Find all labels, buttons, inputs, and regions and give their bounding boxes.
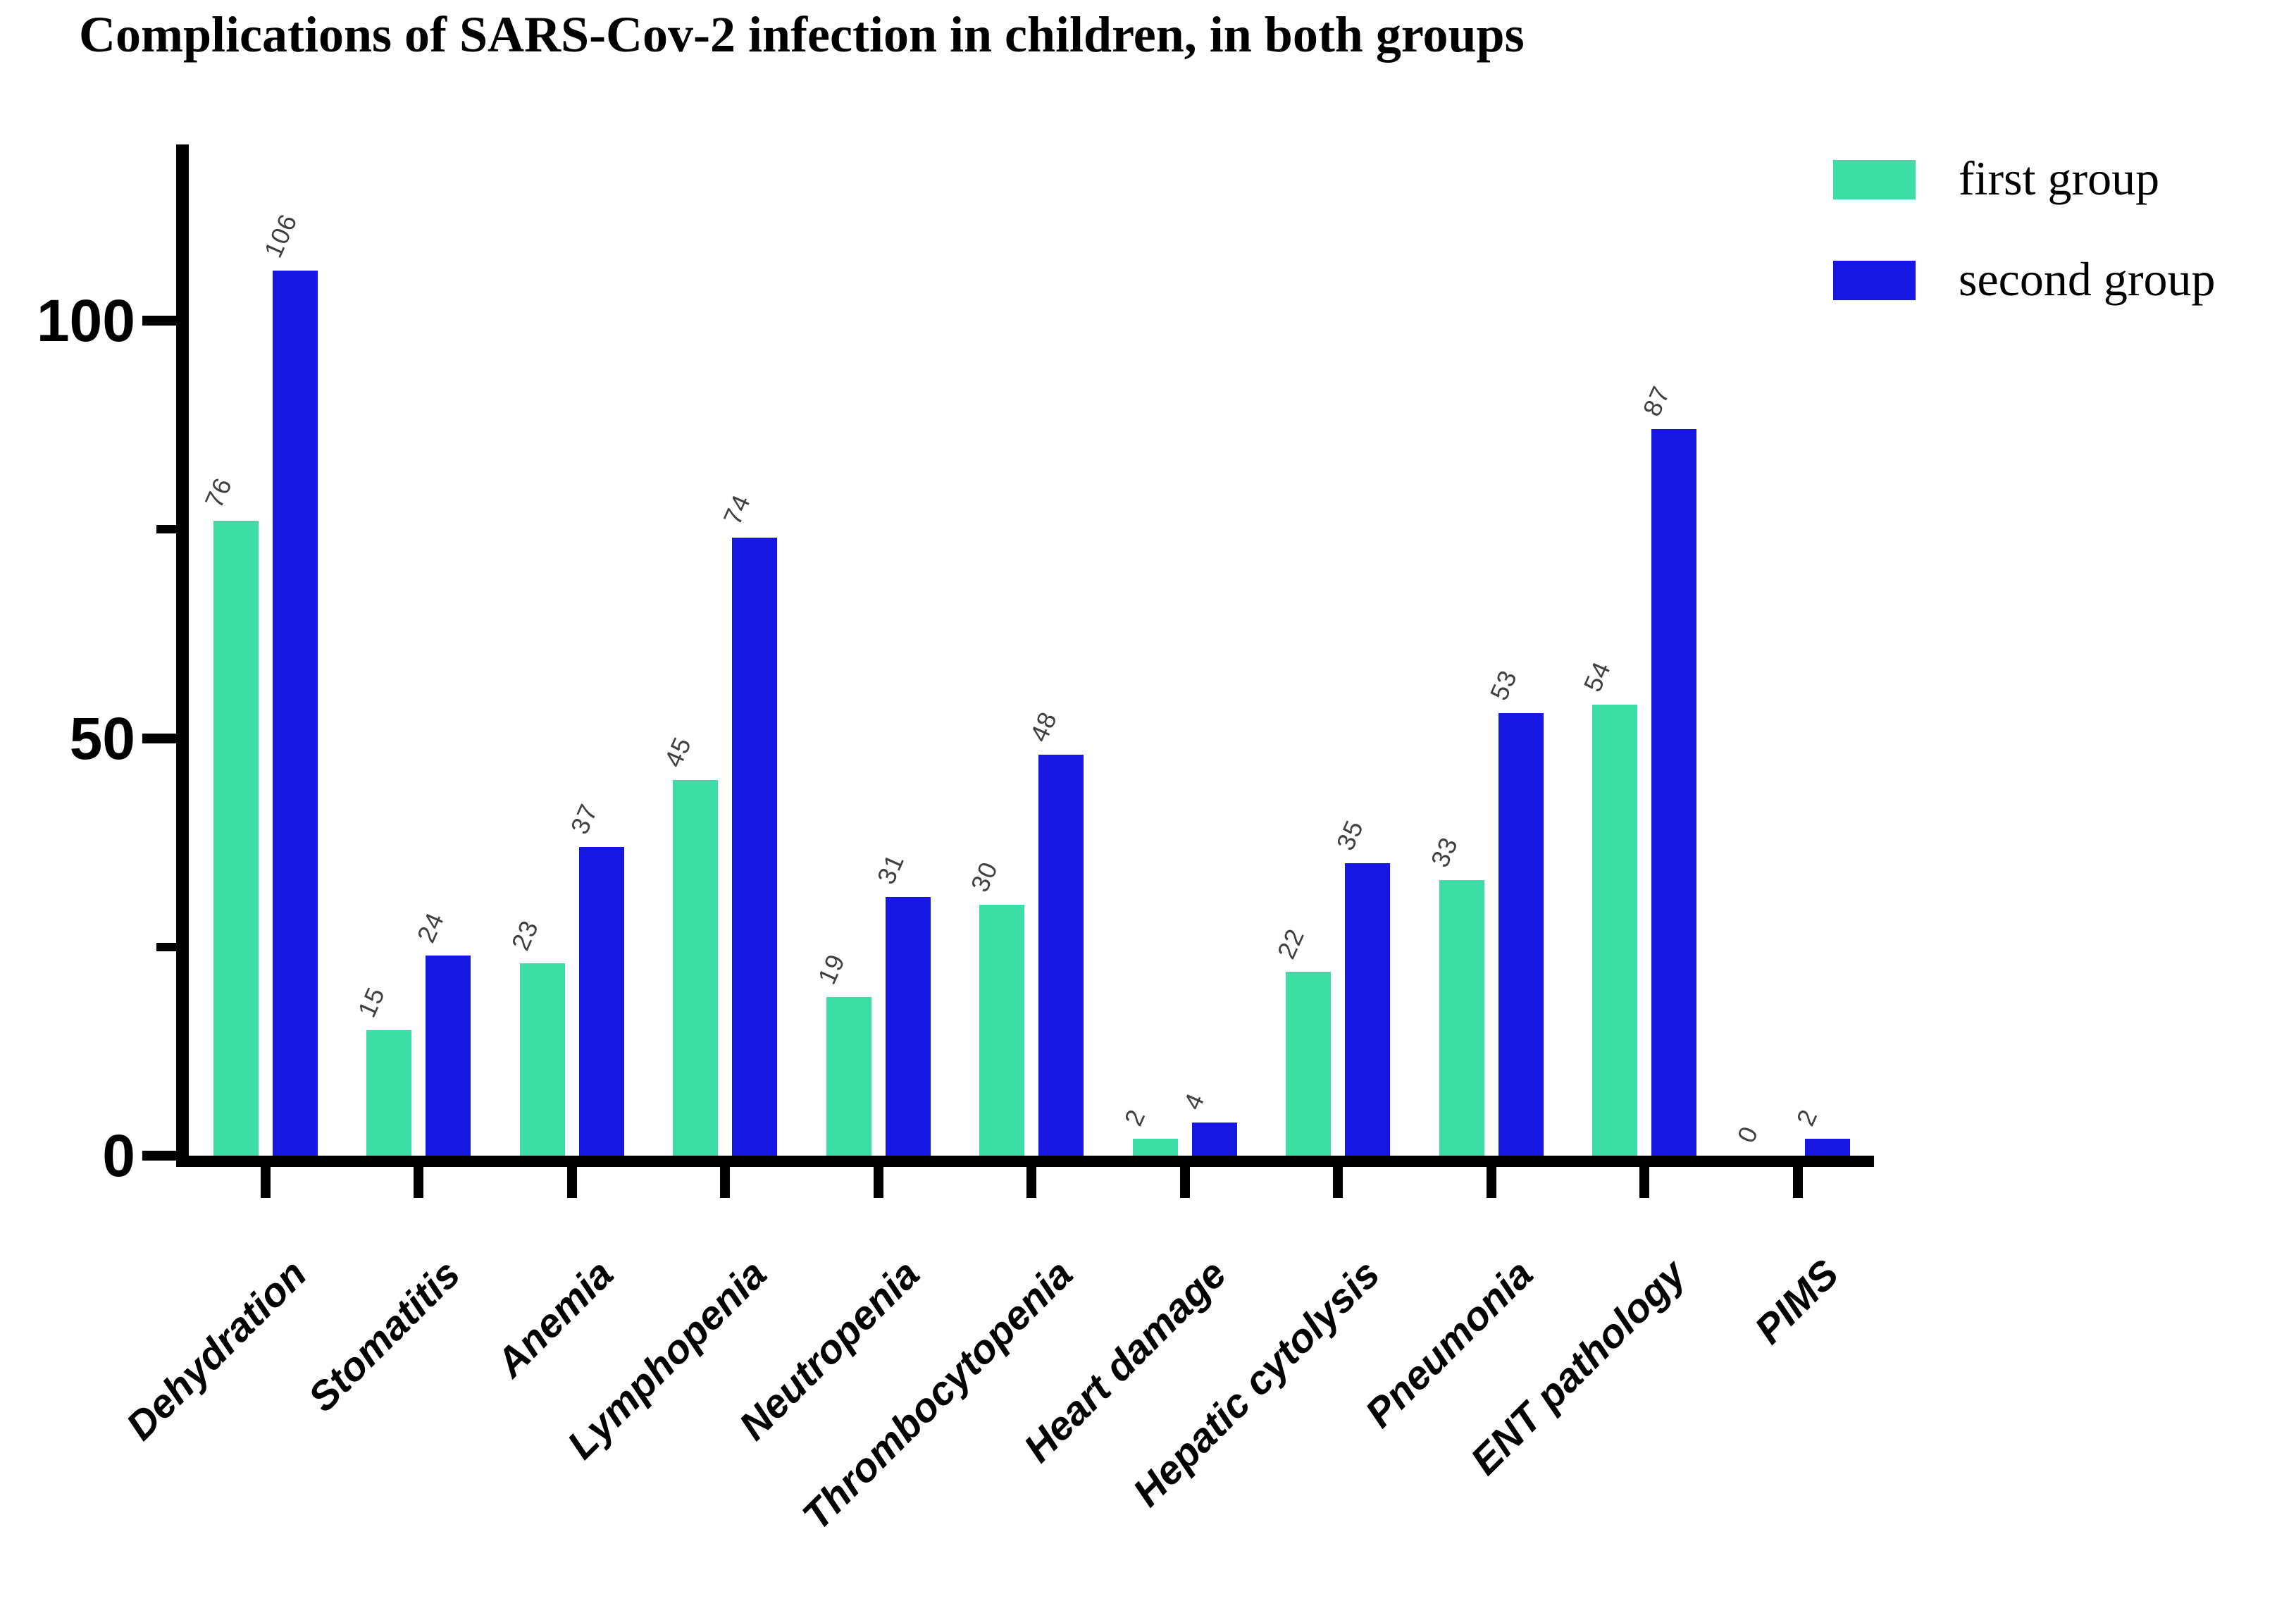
bar-value-label: 0 [1731, 1121, 1764, 1147]
bar-first-group-lymphopenia [673, 780, 719, 1156]
bar-value-label: 45 [658, 732, 697, 772]
bar-value-label: 19 [812, 949, 850, 989]
x-axis-tick [1026, 1167, 1037, 1198]
y-axis-minor-tick [156, 525, 176, 534]
x-axis-category-label: Stomatitis [299, 1251, 469, 1421]
bar-first-group-stomatitis [366, 1030, 412, 1156]
bar-second-group-hepatic-cytolysis [1345, 863, 1391, 1156]
bar-first-group-pneumonia [1439, 880, 1484, 1156]
bar-value-label: 74 [717, 490, 757, 529]
y-axis-major-tick [142, 316, 176, 326]
bar-second-group-lymphopenia [732, 538, 778, 1156]
bar-first-group-neutropenia [826, 997, 871, 1156]
bar-value-label: 54 [1577, 657, 1617, 696]
bar-second-group-anemia [578, 847, 624, 1156]
bar-value-label: 30 [964, 857, 1004, 896]
bar-value-label: 48 [1024, 707, 1063, 746]
bar-first-group-thrombocytopenia [979, 905, 1025, 1156]
y-axis-tick-label: 100 [36, 288, 135, 354]
bar-value-label: 37 [564, 799, 603, 839]
bar-second-group-pims [1804, 1139, 1850, 1156]
bar-value-label: 87 [1637, 381, 1676, 421]
y-axis-tick-label: 50 [69, 705, 135, 772]
bar-first-group-anemia [519, 963, 565, 1156]
chart-title: Complications of SARS-Cov-2 infection in… [79, 6, 1525, 63]
x-axis-category-label: Thrombocytopenia [794, 1251, 1082, 1539]
bar-second-group-thrombocytopenia [1038, 755, 1084, 1156]
bar-second-group-ent-pathology [1651, 429, 1697, 1156]
bar-value-label: 2 [1790, 1104, 1823, 1130]
x-axis-tick [566, 1167, 577, 1198]
x-axis-category-label: Dehydration [118, 1251, 316, 1449]
bar-first-group-ent-pathology [1592, 705, 1638, 1156]
legend-label-first-group: first group [1959, 152, 2160, 205]
bar-value-label: 106 [258, 209, 303, 262]
bar-value-label: 2 [1118, 1104, 1151, 1130]
bar-second-group-neutropenia [885, 897, 931, 1156]
x-axis-tick [1179, 1167, 1190, 1198]
x-axis-tick [414, 1167, 424, 1198]
bar-value-label: 22 [1271, 924, 1310, 963]
x-axis-tick [1486, 1167, 1496, 1198]
bar-second-group-dehydration [272, 271, 318, 1156]
x-axis-tick [1792, 1167, 1803, 1198]
y-axis-major-tick [142, 733, 176, 743]
y-axis-minor-tick [156, 942, 176, 951]
bar-first-group-heart-damage [1132, 1139, 1178, 1156]
bar-value-label: 53 [1484, 665, 1522, 705]
y-axis-major-tick [142, 1151, 176, 1161]
x-axis-tick [260, 1167, 271, 1198]
bar-value-label: 23 [505, 915, 544, 955]
legend-swatch-second-group [1833, 261, 1916, 300]
bar-value-label: 4 [1177, 1088, 1210, 1114]
x-axis-tick [720, 1167, 731, 1198]
x-axis-tick [1333, 1167, 1344, 1198]
bar-value-label: 35 [1330, 815, 1370, 855]
bar-first-group-dehydration [213, 521, 259, 1156]
x-axis-line [176, 1156, 1874, 1167]
x-axis-tick [1639, 1167, 1650, 1198]
x-axis-tick [873, 1167, 883, 1198]
bar-value-label: 24 [411, 908, 450, 947]
bar-value-label: 76 [199, 473, 237, 512]
legend-label-second-group: second group [1959, 252, 2216, 306]
bar-first-group-hepatic-cytolysis [1286, 972, 1332, 1156]
bar-second-group-pneumonia [1498, 713, 1544, 1156]
bar-second-group-stomatitis [426, 956, 471, 1156]
legend-swatch-first-group [1833, 160, 1916, 199]
y-axis-line [176, 144, 189, 1167]
y-axis-tick-label: 0 [102, 1123, 135, 1189]
bar-second-group-heart-damage [1191, 1123, 1237, 1156]
bar-value-label: 31 [871, 849, 910, 889]
x-axis-category-label: Anemia [487, 1251, 622, 1386]
bar-value-label: 33 [1425, 832, 1463, 872]
bar-value-label: 15 [352, 982, 391, 1022]
x-axis-category-label: PIMS [1746, 1251, 1848, 1353]
